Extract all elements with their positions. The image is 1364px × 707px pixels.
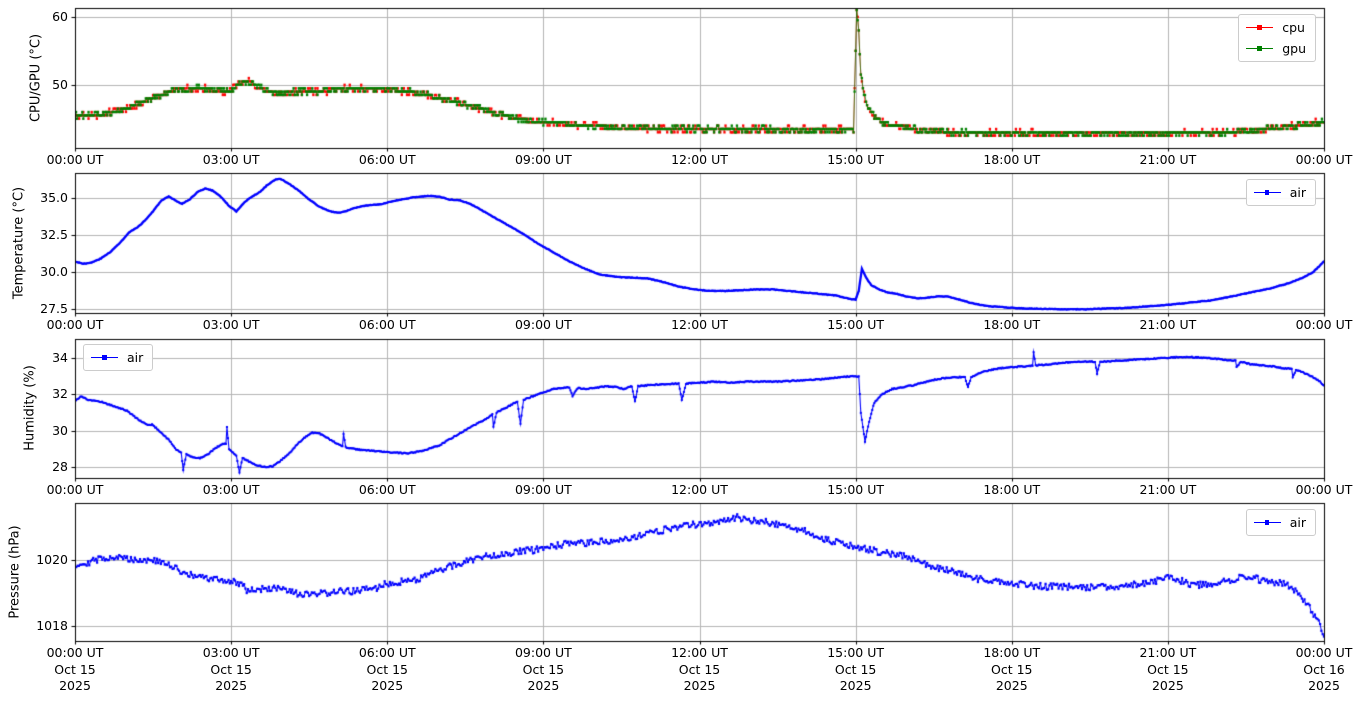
xtick-time-label: 09:00 UT bbox=[514, 317, 572, 332]
xtick-time-label: 21:00 UT bbox=[1139, 645, 1197, 660]
xtick-year-label: 2025 bbox=[215, 678, 248, 693]
xtick-time-label: 21:00 UT bbox=[1139, 482, 1197, 497]
xtick-year-label: 2025 bbox=[839, 678, 872, 693]
ytick-label: 28 bbox=[52, 458, 68, 474]
xtick-time-label: 00:00 UT bbox=[1295, 482, 1353, 497]
xtick-date-label: Oct 15 bbox=[991, 661, 1033, 677]
xtick-time-label: 12:00 UT bbox=[671, 152, 728, 167]
xtick-date-label: Oct 15 bbox=[522, 661, 565, 677]
legend-line-marker-icon bbox=[1253, 186, 1281, 200]
legend-line-marker-icon bbox=[91, 351, 118, 365]
xtick-time-label: 03:00 UT bbox=[202, 482, 260, 497]
xtick-year-label: 2025 bbox=[527, 678, 560, 693]
xtick-time-label: 03:00 UT bbox=[202, 645, 260, 660]
ylabel-cpu-gpu: CPU/GPU (°C) bbox=[28, 33, 44, 123]
ytick-label: 32.5 bbox=[40, 226, 68, 242]
ytick-label: 27.5 bbox=[40, 300, 68, 316]
xtick-time-label: 18:00 UT bbox=[983, 482, 1041, 497]
ylabel-pressure: Pressure (hPa) bbox=[7, 525, 23, 619]
legend-panel-2: air bbox=[83, 344, 154, 371]
ytick-label: 30.0 bbox=[40, 263, 68, 279]
legend-label: gpu bbox=[1282, 41, 1306, 56]
legend-line-marker-icon bbox=[1253, 516, 1281, 530]
xtick-time-label: 18:00 UT bbox=[983, 317, 1041, 332]
xtick-time-label: 06:00 UT bbox=[358, 645, 416, 660]
ytick-label: 30 bbox=[52, 422, 68, 438]
legend-item-air: air bbox=[1253, 512, 1306, 533]
xtick-date-label: Oct 15 bbox=[834, 661, 877, 677]
xtick-year-label: 2025 bbox=[1308, 678, 1340, 693]
xtick-time-label: 15:00 UT bbox=[827, 152, 885, 167]
legend-label: air bbox=[127, 350, 144, 365]
xtick-date-label: Oct 15 bbox=[210, 661, 252, 677]
xtick-time-label: 03:00 UT bbox=[202, 152, 260, 167]
xtick-year-label: 2025 bbox=[59, 678, 91, 693]
legend-panel-1: air bbox=[1245, 179, 1316, 206]
xtick-time-label: 12:00 UT bbox=[671, 317, 728, 332]
legend-item-air: air bbox=[91, 347, 143, 368]
xtick-year-label: 2025 bbox=[683, 678, 716, 693]
xtick-date-label: Oct 15 bbox=[366, 661, 409, 677]
xtick-date-label: Oct 16 bbox=[1303, 661, 1345, 677]
legend-item-gpu: gpu bbox=[1246, 38, 1306, 59]
legend-label: air bbox=[1289, 185, 1306, 200]
legend-label: air bbox=[1289, 515, 1306, 530]
xtick-date-label: Oct 15 bbox=[54, 661, 96, 677]
xtick-time-label: 03:00 UT bbox=[202, 317, 260, 332]
xtick-date-label: Oct 15 bbox=[1147, 661, 1189, 677]
legend-line-marker-icon bbox=[1246, 21, 1274, 35]
xtick-time-label: 00:00 UT bbox=[46, 482, 104, 497]
xtick-time-label: 09:00 UT bbox=[514, 152, 572, 167]
xtick-time-label: 00:00 UT bbox=[1295, 317, 1353, 332]
xtick-time-label: 06:00 UT bbox=[358, 317, 416, 332]
xtick-year-label: 2025 bbox=[1151, 678, 1184, 693]
xtick-time-label: 12:00 UT bbox=[671, 482, 728, 497]
xtick-time-label: 00:00 UT bbox=[1295, 152, 1353, 167]
xtick-time-label: 18:00 UT bbox=[983, 645, 1041, 660]
xtick-time-label: 00:00 UT bbox=[46, 317, 104, 332]
legend-item-air: air bbox=[1253, 182, 1306, 203]
ytick-label: 35.0 bbox=[40, 189, 68, 205]
legend-item-cpu: cpu bbox=[1246, 17, 1306, 38]
ytick-label: 1020 bbox=[36, 551, 68, 567]
ylabel-temperature: Temperature (°C) bbox=[11, 186, 27, 300]
xtick-time-label: 21:00 UT bbox=[1139, 317, 1197, 332]
ytick-label: 1018 bbox=[36, 617, 68, 633]
xtick-time-label: 00:00 UT bbox=[1295, 645, 1353, 660]
xtick-time-label: 00:00 UT bbox=[46, 152, 104, 167]
xtick-time-label: 18:00 UT bbox=[983, 152, 1041, 167]
xtick-time-label: 15:00 UT bbox=[827, 645, 885, 660]
legend-line-marker-icon bbox=[1246, 42, 1274, 56]
xtick-time-label: 00:00 UT bbox=[46, 645, 104, 660]
xtick-time-label: 06:00 UT bbox=[358, 152, 416, 167]
legend-panel-0: cpu gpu bbox=[1238, 14, 1316, 62]
ytick-label: 32 bbox=[52, 386, 68, 402]
xtick-date-label: Oct 15 bbox=[678, 661, 721, 677]
xtick-time-label: 06:00 UT bbox=[358, 482, 416, 497]
xtick-time-label: 15:00 UT bbox=[827, 482, 885, 497]
ytick-label: 50 bbox=[52, 76, 68, 92]
xtick-year-label: 2025 bbox=[371, 678, 404, 693]
ytick-label: 60 bbox=[52, 8, 68, 24]
xtick-year-label: 2025 bbox=[995, 678, 1028, 693]
xtick-time-label: 09:00 UT bbox=[514, 645, 572, 660]
legend-panel-3: air bbox=[1245, 509, 1316, 536]
xtick-time-label: 15:00 UT bbox=[827, 317, 885, 332]
ylabel-humidity: Humidity (%) bbox=[22, 365, 38, 451]
xtick-time-label: 12:00 UT bbox=[671, 645, 728, 660]
legend-label: cpu bbox=[1282, 20, 1305, 35]
xtick-time-label: 21:00 UT bbox=[1139, 152, 1197, 167]
ytick-label: 34 bbox=[52, 349, 68, 365]
xtick-time-label: 09:00 UT bbox=[514, 482, 572, 497]
